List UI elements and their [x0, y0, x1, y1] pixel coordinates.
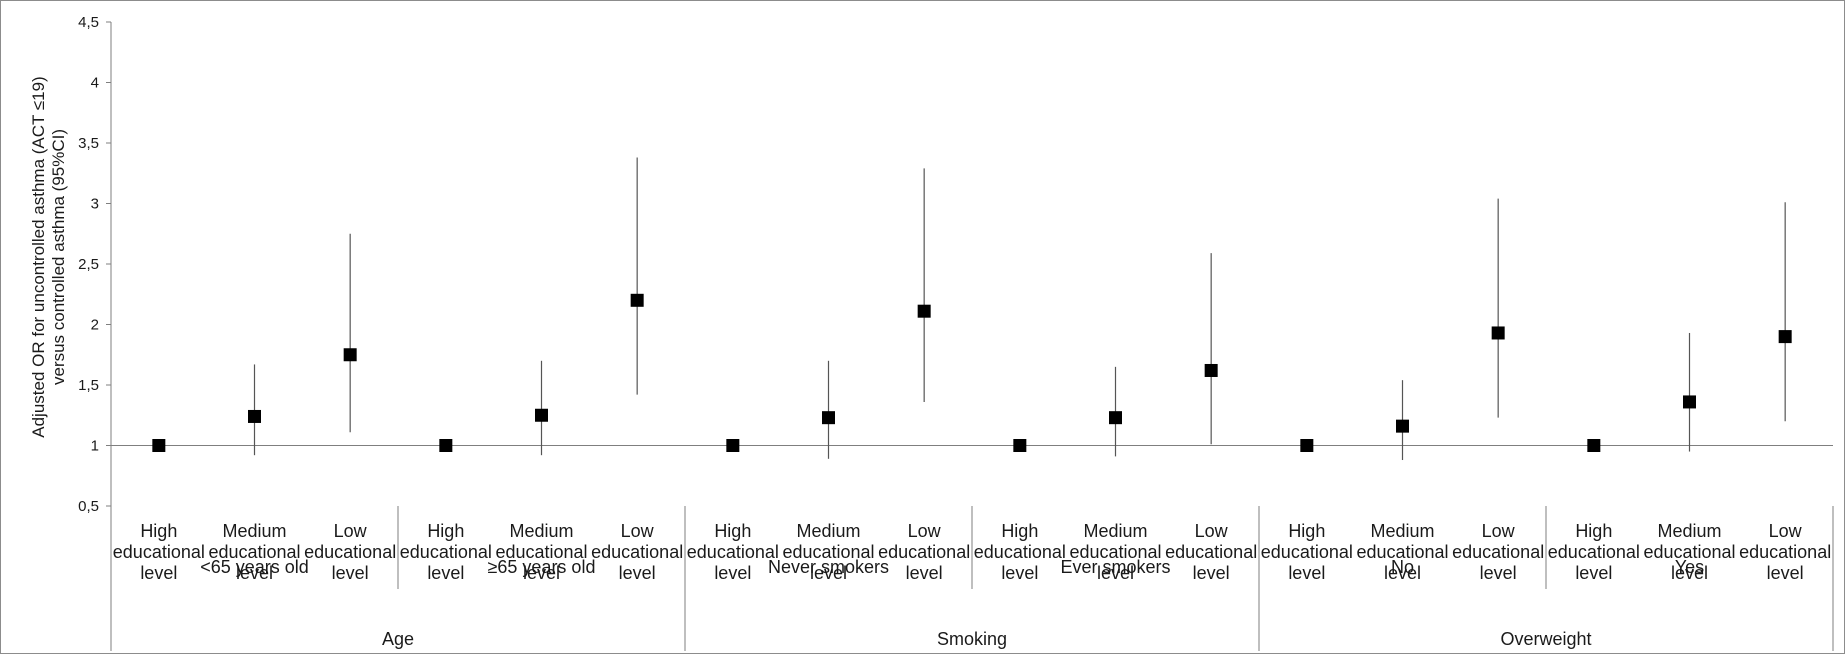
x-category-label: Low	[1769, 521, 1803, 541]
x-category-label: level	[236, 563, 273, 583]
x-category-label: Low	[621, 521, 655, 541]
x-category-label: Medium	[1083, 521, 1147, 541]
x-category-label: educational	[113, 542, 205, 562]
y-tick-label: 1	[91, 438, 99, 455]
x-category-label: High	[1001, 521, 1038, 541]
x-category-label: level	[1001, 563, 1038, 583]
y-tick-label: 4	[91, 75, 99, 92]
x-category-label: High	[427, 521, 464, 541]
x-category-label: level	[714, 563, 751, 583]
x-category-label: educational	[878, 542, 970, 562]
x-category-label: educational	[1356, 542, 1448, 562]
x-category-label: level	[1575, 563, 1612, 583]
x-category-label: educational	[591, 542, 683, 562]
y-tick-label: 3,5	[78, 135, 99, 152]
y-axis-title: Adjusted OR for uncontrolled asthma (ACT…	[29, 76, 68, 437]
odds-ratio-marker	[1109, 411, 1122, 425]
y-tick-label: 1,5	[78, 377, 99, 394]
odds-ratio-marker	[535, 408, 548, 422]
y-tick-label: 3	[91, 196, 99, 213]
x-category-label: educational	[1643, 542, 1735, 562]
x-category-label: level	[619, 563, 656, 583]
x-category-label: High	[1288, 521, 1325, 541]
x-category-label: level	[332, 563, 369, 583]
odds-ratio-marker	[1587, 439, 1601, 452]
x-category-label: educational	[304, 542, 396, 562]
x-category-label: educational	[208, 542, 300, 562]
odds-ratio-marker	[917, 304, 931, 318]
x-subgroup-label: No	[1391, 557, 1414, 577]
x-category-label: level	[1193, 563, 1230, 583]
x-category-label: High	[140, 521, 177, 541]
x-category-label: Low	[1482, 521, 1516, 541]
x-subgroup-label: Ever smokers	[1060, 557, 1170, 577]
x-category-label: High	[1575, 521, 1612, 541]
x-subgroup-label: ≥65 years old	[488, 557, 596, 577]
odds-ratio-marker	[1683, 395, 1696, 409]
y-axis-title-line-1: Adjusted OR for uncontrolled asthma (ACT…	[29, 76, 48, 437]
y-tick-label: 4,5	[78, 14, 99, 31]
y-tick-label: 0,5	[78, 498, 99, 515]
x-category-label: level	[906, 563, 943, 583]
x-category-label: Medium	[1370, 521, 1434, 541]
x-group-label: Age	[382, 629, 414, 649]
x-category-label: educational	[1452, 542, 1544, 562]
x-category-labels: HigheducationallevelMediumeducationallev…	[113, 521, 1831, 649]
x-category-label: Medium	[509, 521, 573, 541]
x-category-label: educational	[1739, 542, 1831, 562]
x-category-label: educational	[1069, 542, 1161, 562]
x-category-label: Low	[334, 521, 368, 541]
x-category-label: High	[714, 521, 751, 541]
x-category-label: level	[810, 563, 847, 583]
x-category-label: level	[1480, 563, 1517, 583]
x-subgroup-label: Never smokers	[768, 557, 889, 577]
x-category-label: level	[1097, 563, 1134, 583]
x-category-label: level	[427, 563, 464, 583]
odds-ratio-marker	[1013, 439, 1027, 452]
odds-ratio-marker	[343, 348, 357, 362]
odds-ratio-marker	[152, 439, 166, 452]
x-category-label: educational	[1261, 542, 1353, 562]
y-axis-title-line-2: versus controlled asthma (95%CI)	[49, 129, 68, 385]
odds-ratio-marker	[1396, 419, 1409, 433]
x-group-label: Overweight	[1500, 629, 1591, 649]
x-category-label: Medium	[796, 521, 860, 541]
odds-ratio-marker	[1778, 330, 1792, 344]
x-category-label: Medium	[1657, 521, 1721, 541]
odds-ratio-marker	[439, 439, 453, 452]
x-category-label: level	[1384, 563, 1421, 583]
x-category-label: educational	[687, 542, 779, 562]
axes	[106, 21, 1834, 651]
odds-ratio-marker	[248, 409, 261, 423]
odds-ratio-marker	[1204, 363, 1218, 377]
odds-ratio-marker	[1300, 439, 1314, 452]
x-category-label: educational	[782, 542, 874, 562]
x-category-label: level	[523, 563, 560, 583]
x-category-label: level	[1671, 563, 1708, 583]
x-subgroup-label: <65 years old	[200, 557, 309, 577]
odds-ratio-marker	[822, 411, 835, 425]
x-category-label: educational	[1548, 542, 1640, 562]
x-category-label: Low	[1195, 521, 1229, 541]
x-category-label: level	[1288, 563, 1325, 583]
y-tick-labels: 0,5 1 1,5 2 2,5 3 3,5 4 4,5	[78, 14, 99, 515]
x-category-label: Low	[908, 521, 942, 541]
x-category-label: educational	[495, 542, 587, 562]
y-tick-label: 2,5	[78, 256, 99, 273]
x-group-label: Smoking	[937, 629, 1007, 649]
data-marks	[152, 157, 1792, 461]
x-category-label: educational	[1165, 542, 1257, 562]
odds-ratio-marker	[630, 293, 644, 307]
odds-ratio-marker	[1491, 326, 1505, 340]
x-category-label: level	[140, 563, 177, 583]
x-category-label: educational	[400, 542, 492, 562]
x-subgroup-label: Yes	[1675, 557, 1704, 577]
x-category-label: Medium	[222, 521, 286, 541]
x-category-label: educational	[974, 542, 1066, 562]
x-category-label: level	[1767, 563, 1804, 583]
odds-ratio-marker	[726, 439, 740, 452]
y-tick-label: 2	[91, 317, 99, 334]
